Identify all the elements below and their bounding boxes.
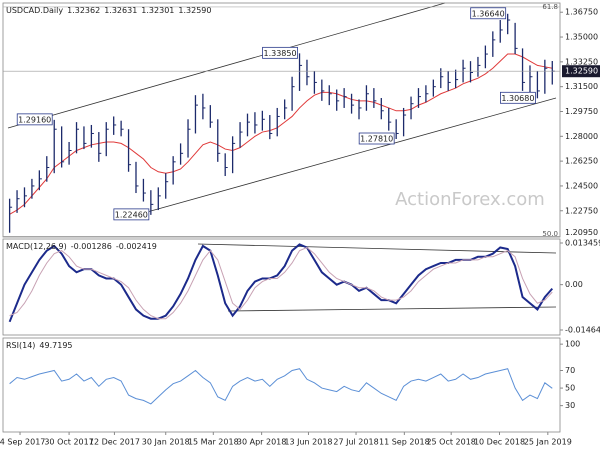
watermark: ActionForex.com — [395, 189, 545, 210]
panel-title: RSI(14) — [6, 341, 35, 350]
current-price-label: 1.32590 — [565, 67, 598, 76]
x-tick-label: 30 Jan 2018 — [142, 438, 190, 447]
x-tick-label: 15 Mar 2018 — [188, 438, 239, 447]
annotation-label: 1.30680 — [501, 94, 534, 103]
macd-trend-line — [227, 306, 557, 312]
y-tick-label: 1.24500 — [565, 181, 598, 190]
y-tick-label: 50 — [565, 384, 575, 393]
y-tick-label: 1.31500 — [565, 82, 598, 91]
channel-line — [7, 2, 446, 129]
annotation-label: 1.33850 — [263, 49, 296, 58]
panel-header: MACD(12,26,9) -0.001286 -0.002419 — [6, 242, 157, 251]
price-annotation: 1.36640 — [470, 7, 507, 20]
annotation-box — [113, 208, 150, 221]
annotation-box — [262, 46, 298, 59]
y-tick-label: 70 — [565, 366, 575, 375]
panel-title: USDCAD.Daily — [6, 6, 63, 15]
annotation-label: 1.36640 — [472, 9, 505, 18]
fib-label: 50.0 — [542, 230, 558, 238]
annotation-label: 1.22460 — [115, 210, 148, 219]
y-tick-label: 1.26250 — [565, 157, 598, 166]
price-annotation: 1.29160 — [16, 113, 53, 126]
panel-title: MACD(12,26,9) — [6, 242, 67, 251]
panel-frame — [2, 238, 561, 336]
indicator-line — [9, 368, 553, 405]
y-tick-label: 0.00 — [565, 280, 583, 289]
panel-header: USDCAD.Daily 1.32362 1.32631 1.32301 1.32590 — [6, 6, 211, 15]
indicator-line — [9, 246, 553, 320]
header-value: 49.7195 — [39, 341, 72, 350]
current-price-box — [562, 65, 600, 78]
annotation-label: 1.27810 — [360, 135, 393, 144]
panel-frame — [2, 337, 561, 433]
price-annotation: 1.33850 — [262, 46, 298, 59]
x-tick-label: 30 Oct 2017 — [44, 438, 93, 447]
annotation-box — [16, 113, 53, 126]
x-tick-label: 10 Dec 2018 — [474, 438, 525, 447]
panel-frame — [2, 2, 561, 238]
channel-line — [139, 97, 557, 215]
panel-header: RSI(14) 49.7195 — [6, 341, 73, 350]
y-tick-label: 30 — [565, 401, 575, 410]
y-tick-label: 1.29750 — [565, 107, 598, 116]
x-tick-label: 25 Jan 2019 — [524, 438, 572, 447]
y-tick-label: 100 — [565, 340, 580, 349]
x-tick-label: 11 Sep 2018 — [379, 438, 430, 447]
x-tick-label: 14 Sep 2017 — [0, 438, 45, 447]
y-tick-label: -0.014644 — [565, 325, 600, 334]
x-tick-label: 12 Dec 2017 — [89, 438, 140, 447]
header-value: 1.32590 — [178, 6, 211, 15]
y-tick-label: 1.22750 — [565, 206, 598, 215]
header-value: 1.32631 — [104, 6, 137, 15]
y-tick-label: 1.35000 — [565, 33, 598, 42]
header-value: 1.32301 — [141, 6, 174, 15]
header-value: -0.001286 — [71, 242, 112, 251]
y-tick-label: 1.28000 — [565, 132, 598, 141]
annotation-box — [470, 7, 507, 20]
y-tick-label: 0.013459 — [565, 238, 600, 247]
fib-label: 61.8 — [542, 3, 558, 11]
annotation-box — [358, 132, 395, 145]
fib-price-label: 1.20950 — [565, 228, 598, 237]
x-tick-label: 25 Oct 2018 — [426, 438, 475, 447]
moving-average — [9, 53, 553, 215]
x-tick-label: 30 Apr 2018 — [237, 438, 286, 447]
x-tick-label: 27 Jul 2018 — [333, 438, 378, 447]
price-annotation: 1.22460 — [113, 208, 150, 221]
header-value: 1.32362 — [67, 6, 100, 15]
x-tick-label: 13 Jun 2018 — [284, 438, 332, 447]
price-annotation: 1.27810 — [358, 132, 395, 145]
price-annotation: 1.30680 — [500, 91, 536, 104]
annotation-box — [500, 91, 536, 104]
y-tick-label: 1.36750 — [565, 8, 598, 17]
annotation-label: 1.29160 — [18, 115, 51, 124]
header-value: -0.002419 — [116, 242, 157, 251]
y-tick-label: 1.33250 — [565, 57, 598, 66]
